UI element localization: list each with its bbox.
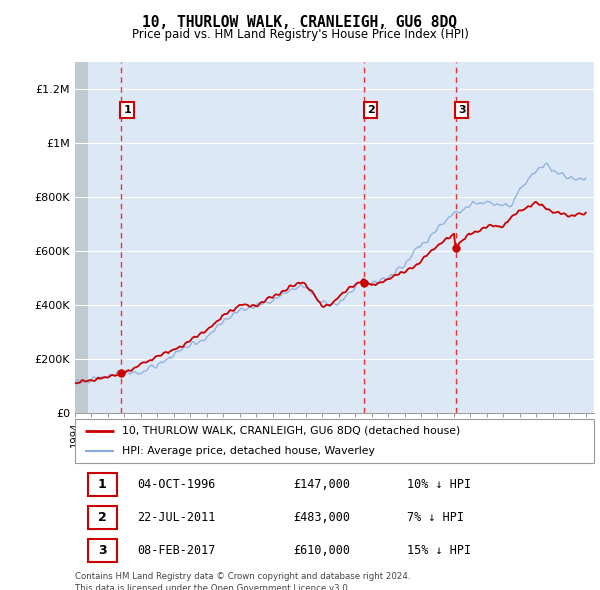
Text: 2: 2	[98, 511, 107, 525]
Text: 3: 3	[458, 105, 466, 115]
Text: HPI: Average price, detached house, Waverley: HPI: Average price, detached house, Wave…	[122, 446, 374, 456]
Bar	[75, 62, 88, 413]
Text: Contains HM Land Registry data © Crown copyright and database right 2024.
This d: Contains HM Land Registry data © Crown c…	[75, 572, 410, 590]
Text: £483,000: £483,000	[293, 511, 350, 525]
FancyBboxPatch shape	[88, 473, 116, 496]
FancyBboxPatch shape	[75, 419, 594, 463]
Text: 2: 2	[367, 105, 374, 115]
Text: 10% ↓ HPI: 10% ↓ HPI	[407, 478, 471, 491]
Text: 7% ↓ HPI: 7% ↓ HPI	[407, 511, 464, 525]
FancyBboxPatch shape	[88, 506, 116, 529]
Text: 10, THURLOW WALK, CRANLEIGH, GU6 8DQ: 10, THURLOW WALK, CRANLEIGH, GU6 8DQ	[143, 15, 458, 30]
Text: 10, THURLOW WALK, CRANLEIGH, GU6 8DQ (detached house): 10, THURLOW WALK, CRANLEIGH, GU6 8DQ (de…	[122, 426, 460, 436]
Text: 15% ↓ HPI: 15% ↓ HPI	[407, 544, 471, 558]
Text: Price paid vs. HM Land Registry's House Price Index (HPI): Price paid vs. HM Land Registry's House …	[131, 28, 469, 41]
Text: 1: 1	[123, 105, 131, 115]
Text: £610,000: £610,000	[293, 544, 350, 558]
Text: 3: 3	[98, 544, 107, 558]
Text: 04-OCT-1996: 04-OCT-1996	[137, 478, 215, 491]
Text: 08-FEB-2017: 08-FEB-2017	[137, 544, 215, 558]
Text: £147,000: £147,000	[293, 478, 350, 491]
Text: 1: 1	[98, 478, 107, 491]
FancyBboxPatch shape	[88, 539, 116, 562]
Text: 22-JUL-2011: 22-JUL-2011	[137, 511, 215, 525]
